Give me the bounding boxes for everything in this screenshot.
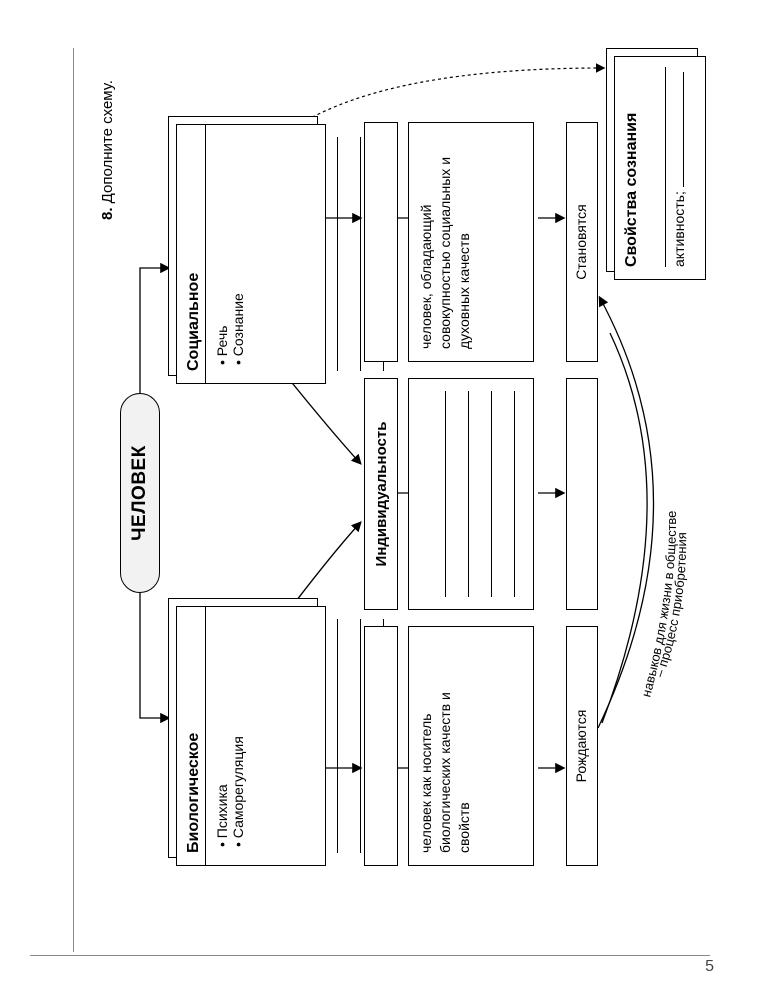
bullet: Речь [214,137,230,365]
right-bottom-box: Становятся [566,122,598,362]
properties-item: активность; [671,191,687,267]
biological-bullets: Психика Саморегуляция [206,607,254,865]
bullet: Сознание [230,137,246,365]
right-body-text: человек, обладающий совокупностью социал… [409,123,482,361]
margin-line-h [30,955,710,956]
center-title: Индивидуальность [365,379,398,609]
social-title: Социальное [177,125,206,383]
curve-label-2: навыков для жизни в обществе [638,511,679,699]
margin-line-v [73,48,74,952]
svg-text:– процесс приобретения: – процесс приобретения [652,532,690,679]
right-title-box[interactable] [364,122,398,362]
root-label: ЧЕЛОВЕК [129,445,150,541]
curve-label: – процесс приобретения [652,532,690,679]
bullet: Саморегуляция [230,619,246,847]
biological-card: Биологическое Психика Саморегуляция [176,606,326,866]
properties-card: Свойства сознания активность; [614,56,706,280]
page: 8. Дополните схему. [0,0,768,1000]
left-bottom-label: Рождаются [567,627,589,865]
right-body-box: человек, обладающий совокупностью социал… [408,122,534,362]
social-card: Социальное Речь Сознание [176,124,326,384]
properties-body[interactable]: активность; [643,57,695,279]
social-bullets: Речь Сознание [206,125,254,383]
center-bottom-box[interactable] [566,378,598,610]
properties-title: Свойства сознания [615,57,643,279]
center-body-box[interactable] [408,378,534,610]
diagram: – процесс приобретения навыков для жизни… [108,48,706,938]
root-node: ЧЕЛОВЕК [120,393,160,593]
left-bottom-box: Рождаются [566,626,598,866]
right-bottom-label: Становятся [567,123,589,361]
write-lines[interactable] [423,391,515,597]
bullet: Психика [214,619,230,847]
left-body-box: человек как носитель биологических качес… [408,626,534,866]
page-number: 5 [705,958,714,976]
center-title-box: Индивидуальность [364,378,398,610]
svg-text:навыков для жизни в обществе: навыков для жизни в обществе [638,511,679,699]
left-title-box[interactable] [364,626,398,866]
biological-title: Биологическое [177,607,206,865]
left-body-text: человек как носитель биологических качес… [409,627,482,865]
